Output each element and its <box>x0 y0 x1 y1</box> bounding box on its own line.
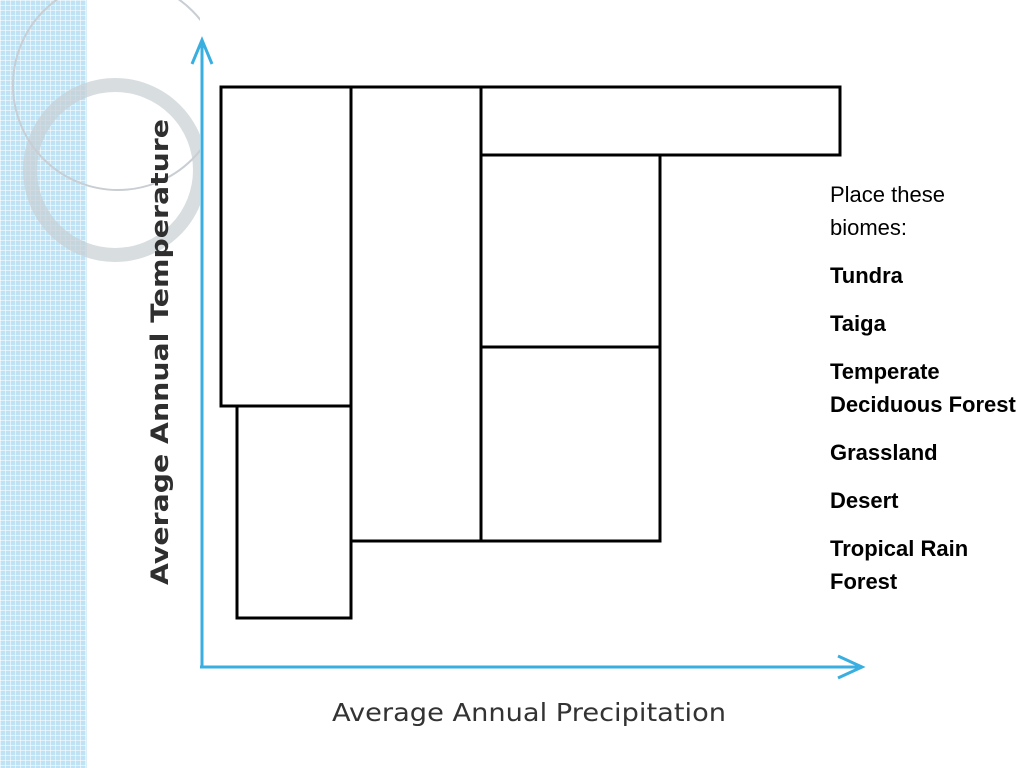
biome-item-tundra[interactable]: Tundra <box>830 263 903 288</box>
biome-box-5[interactable] <box>479 153 662 349</box>
biome-box-2[interactable] <box>235 404 353 620</box>
biome-box-3[interactable] <box>349 85 483 543</box>
biome-list: Tundra Taiga Temperate Deciduous Forest … <box>830 259 1020 598</box>
instruction-text: Place these biomes: <box>830 182 945 240</box>
biome-item-taiga[interactable]: Taiga <box>830 311 886 336</box>
x-axis-label: Average Annual Precipitation <box>332 698 726 727</box>
y-axis-arrowhead <box>190 36 214 65</box>
decorative-ring-small <box>23 78 200 262</box>
decorative-circles <box>12 0 200 262</box>
biome-item-tropical-rain-forest[interactable]: Tropical Rain Forest <box>830 536 969 594</box>
biome-box-1[interactable] <box>219 85 353 408</box>
biome-item-desert[interactable]: Desert <box>830 488 899 513</box>
biome-list-panel: Place these biomes: Tundra Taiga Tempera… <box>830 178 1020 613</box>
biome-box-4[interactable] <box>479 85 842 157</box>
biome-item-temperate-deciduous-forest[interactable]: Temperate Deciduous Forest <box>830 359 1016 417</box>
decorative-ring-large <box>12 0 200 191</box>
biome-item-grassland[interactable]: Grassland <box>830 440 938 465</box>
x-axis-arrowhead <box>837 654 866 680</box>
biome-box-6[interactable] <box>479 345 662 543</box>
y-axis-label: Average Annual Temperature <box>146 119 174 585</box>
